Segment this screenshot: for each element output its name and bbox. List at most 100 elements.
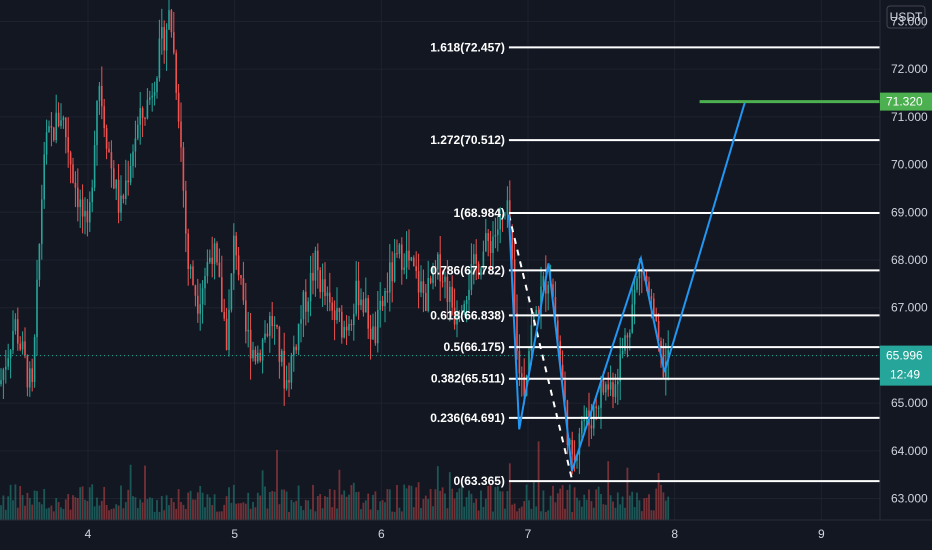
- volume-bar: [50, 505, 53, 520]
- volume-bar: [350, 485, 353, 520]
- volume-bar: [616, 492, 619, 520]
- volume-bar: [568, 484, 571, 520]
- volume-bar: [655, 488, 658, 520]
- volume-bar: [592, 507, 595, 520]
- volume-bar: [453, 498, 456, 520]
- candle-body: [38, 243, 41, 280]
- candle-body: [408, 250, 410, 261]
- volume-bar: [348, 494, 350, 520]
- volume-bar: [93, 506, 96, 520]
- volume-bar: [496, 486, 499, 520]
- candle-body: [252, 349, 254, 359]
- fib-level-label: 0.236(64.691): [430, 411, 505, 425]
- candle-body: [137, 124, 139, 139]
- candle-body: [571, 439, 573, 455]
- candle-body: [441, 281, 444, 283]
- candle-body: [269, 316, 271, 336]
- candle-body: [141, 108, 144, 118]
- candle-body: [163, 27, 165, 51]
- candle-body: [393, 253, 396, 282]
- volume-bar: [232, 484, 235, 520]
- unit-badge[interactable]: [886, 5, 926, 29]
- candle-body: [537, 309, 540, 315]
- candle-body: [285, 380, 288, 389]
- candle-body: [96, 100, 98, 146]
- bar-countdown: 12:49: [890, 368, 920, 382]
- volume-bar: [62, 508, 65, 520]
- candle-body: [463, 303, 465, 313]
- candle-body: [660, 341, 662, 348]
- candle-body: [101, 85, 103, 107]
- candle-body: [425, 292, 427, 311]
- candle-body: [115, 179, 117, 189]
- candle-body: [125, 180, 127, 199]
- fibonacci-retracement[interactable]: 1.618(72.457) 1.272(70.512) 1(68.984) 0.786…: [430, 40, 880, 488]
- candle-body: [201, 288, 204, 305]
- candle-body: [153, 92, 156, 96]
- volume-bar: [184, 509, 187, 520]
- candle-body: [67, 137, 69, 153]
- volume-bar: [420, 507, 422, 520]
- candle-body: [105, 128, 108, 149]
- candle-body: [81, 199, 84, 217]
- candle-body: [360, 299, 362, 306]
- volume-bar: [408, 485, 410, 520]
- harmonic-pattern-line[interactable]: [507, 101, 747, 472]
- volume-bar: [268, 492, 271, 520]
- volume-bar: [208, 497, 211, 520]
- candle-body: [410, 257, 413, 261]
- volume-bar: [549, 495, 552, 520]
- price-axis[interactable]: [880, 0, 932, 520]
- volume-bar: [518, 508, 521, 520]
- volume-bar: [9, 484, 12, 520]
- candle-body: [211, 257, 213, 264]
- y-tick-label: 67.000: [891, 301, 928, 315]
- volume-bar: [357, 491, 360, 520]
- candle-body: [470, 264, 473, 290]
- volume-bar: [218, 511, 221, 520]
- candle-body: [266, 333, 269, 336]
- candle-body: [585, 410, 588, 420]
- volume-bar: [412, 507, 415, 520]
- volume-bar: [52, 511, 55, 520]
- volume-bar: [240, 503, 242, 520]
- candle-body: [650, 296, 653, 299]
- volume-bar: [652, 510, 655, 520]
- volume-bar: [276, 449, 278, 520]
- volume-bar: [57, 502, 60, 520]
- volume-bar: [122, 508, 125, 520]
- volume-bar: [648, 494, 650, 520]
- volume-bar: [400, 511, 403, 520]
- volume-bar: [112, 508, 115, 520]
- volume-bar: [98, 505, 101, 520]
- candle-body: [564, 380, 566, 401]
- volume-bar: [105, 504, 108, 520]
- volume-bar: [43, 488, 46, 520]
- candle-body: [391, 262, 393, 282]
- volume-bar: [388, 489, 391, 520]
- candle-body: [259, 352, 261, 361]
- candle-body: [451, 286, 453, 308]
- volume-bar: [96, 497, 98, 520]
- candle-body: [62, 117, 65, 121]
- candle-body: [386, 290, 389, 293]
- volume-bar: [501, 491, 504, 520]
- candle-body: [230, 273, 233, 310]
- volume-bar: [657, 472, 660, 520]
- candle-body: [415, 266, 417, 272]
- volume-bar: [340, 494, 343, 520]
- volume-bar: [393, 511, 396, 520]
- candle-body: [444, 276, 446, 282]
- volume-bar: [40, 504, 43, 520]
- volume-bar: [235, 503, 238, 520]
- candle-body: [283, 350, 285, 389]
- volume-bar: [254, 507, 257, 520]
- volume-bar: [168, 505, 170, 520]
- volume-bar: [307, 500, 310, 520]
- volume-bar: [14, 484, 17, 520]
- candle-body: [413, 257, 415, 267]
- volume-bar: [158, 511, 161, 520]
- candle-body: [605, 384, 607, 393]
